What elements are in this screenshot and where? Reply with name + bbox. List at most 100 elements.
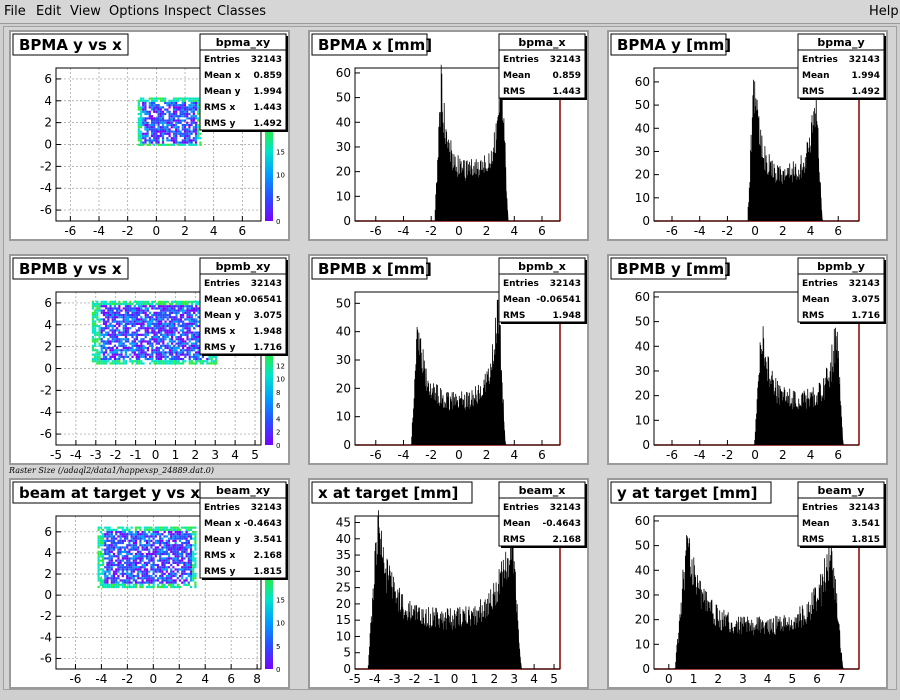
heat-cell: [155, 342, 158, 345]
plot-title: BPMB y vs x: [19, 260, 122, 278]
heat-cell: [192, 106, 195, 109]
heat-cell: [96, 307, 99, 310]
heat-cell: [160, 333, 163, 336]
heat-cell: [149, 324, 152, 328]
heat-cell: [100, 351, 103, 354]
heat-cell: [144, 305, 147, 308]
stats-value-rms: 1.492: [852, 87, 880, 97]
menu-view[interactable]: View: [70, 4, 101, 19]
heat-cell: [189, 577, 193, 580]
heat-cell: [148, 570, 151, 573]
heat-cell: [99, 552, 102, 556]
heat-cell: [124, 360, 128, 363]
heat-cell: [115, 581, 118, 584]
heat-cell: [174, 535, 177, 538]
menu-help[interactable]: Help: [869, 4, 899, 19]
heat-cell: [179, 110, 182, 113]
heat-cell: [108, 577, 111, 580]
heat-cell: [181, 128, 184, 131]
heat-cell: [100, 333, 103, 336]
menu-options[interactable]: Options: [109, 4, 160, 19]
y-tick-label: 40: [635, 339, 650, 353]
heat-cell: [173, 360, 176, 363]
heat-cell: [151, 335, 154, 339]
heat-cell: [135, 322, 139, 325]
heat-cell: [131, 320, 134, 323]
heat-cell: [197, 340, 200, 343]
heat-cell: [164, 97, 167, 100]
y-tick-label: 30: [336, 140, 351, 154]
heat-cell: [159, 99, 162, 102]
heat-cell: [172, 97, 176, 100]
heat-cell: [144, 316, 147, 319]
heat-cell: [109, 333, 112, 336]
heat-cell: [187, 568, 190, 571]
heat-cell: [111, 335, 114, 339]
heat-cell: [134, 585, 138, 589]
heat-cell: [168, 331, 172, 334]
pad-bpma-y[interactable]: -6 -4 -2 0 2 4 6 0 10 20 30 40 50 60 BPMA y [mm] bpma_y…: [607, 30, 888, 241]
pad-beam-xy[interactable]: -6 -4 -2 0 2 4 6 8 -6 -4 -2 0 2 4 6 0 5 10 15 beam at targe…: [9, 478, 290, 689]
heat-cell: [188, 141, 191, 144]
heat-cell: [181, 97, 184, 100]
heat-cell: [177, 355, 180, 358]
pad-beam-x[interactable]: -5 -4 -3 -2 -1 0 1 2 3 4 5 0 5 10 15 20 25 30 35 40 45 x at t…: [308, 478, 589, 689]
pad-bpma-x[interactable]: -6 -4 -2 0 2 4 6 0 10 20 30 40 50 60 BPMA x [mm] bpma_x…: [308, 30, 589, 241]
heat-cell: [189, 552, 193, 556]
menu-file[interactable]: File: [4, 4, 26, 19]
heat-cell: [194, 137, 198, 140]
heat-cell: [97, 528, 100, 531]
heat-cell: [137, 106, 140, 109]
heat-cell: [115, 577, 118, 580]
heat-cell: [140, 340, 143, 343]
heat-cell: [164, 346, 167, 350]
menu-inspect[interactable]: Inspect: [164, 4, 212, 19]
x-tick-label: -5: [349, 672, 361, 686]
heat-cell: [141, 570, 144, 573]
heat-cell: [110, 548, 113, 551]
heat-cell: [101, 585, 105, 589]
y-tick-label: 4: [44, 94, 52, 108]
heat-cell: [116, 333, 119, 336]
pad-bpma-xy[interactable]: -6 -4 -2 0 2 4 6 -6 -4 -2 0 2 4 6 0 5 10 15 BPMA y vs x bpm…: [9, 30, 290, 241]
heat-cell: [115, 541, 118, 545]
heat-cell: [146, 327, 150, 330]
pad-bpmb-xy[interactable]: -5 -4 -3 -2 -1 0 1 2 3 4 5 -6 -4 -2 0 2 4 6 0 2 4 6 8 10 12 BPMB …: [9, 254, 290, 465]
heat-cell: [194, 552, 197, 556]
heat-cell: [104, 557, 107, 560]
z-tick-label: 15: [276, 148, 285, 156]
heat-cell: [150, 121, 154, 124]
heat-cell: [148, 112, 151, 116]
heat-cell: [96, 349, 99, 352]
x-tick-label: 1: [471, 672, 479, 686]
heat-cell: [165, 526, 168, 529]
heat-cell: [172, 585, 175, 589]
stats-label-rms: RMS: [503, 87, 525, 97]
menu-classes[interactable]: Classes: [217, 4, 266, 19]
pad-bpmb-x[interactable]: -6 -4 -2 0 2 4 6 0 10 20 30 40 50 BPMB x [mm] bpmb_x En…: [308, 254, 589, 465]
heat-cell: [142, 108, 145, 111]
heat-cell: [215, 360, 218, 363]
heat-cell: [146, 121, 149, 124]
heat-cell: [100, 305, 103, 308]
heat-cell: [139, 557, 142, 560]
x-tick-label: 2: [779, 224, 787, 238]
heat-cell: [194, 121, 198, 124]
y-tick-label: 40: [336, 325, 351, 339]
heat-cell: [183, 126, 187, 129]
heat-cell: [116, 362, 119, 365]
heat-cell: [135, 349, 139, 352]
pad-bpmb-y[interactable]: -6 -4 -2 0 2 4 6 0 10 20 30 40 50 60 BPMB y [mm] bpmb_y…: [607, 254, 888, 465]
heat-cell: [175, 104, 178, 107]
color-palette: [265, 128, 273, 221]
heat-cell: [101, 579, 105, 582]
stats-value-rmsx: 2.168: [254, 551, 282, 561]
heat-cell: [138, 346, 141, 350]
heat-cell: [181, 108, 184, 111]
heat-cell: [120, 333, 123, 336]
menu-edit[interactable]: Edit: [36, 4, 62, 19]
heat-cell: [159, 112, 162, 116]
heat-cell: [151, 346, 154, 350]
heat-cell: [188, 305, 191, 308]
pad-beam-y[interactable]: 0 1 2 3 4 5 6 7 0 10 20 30 40 50 60 y at target [mm] bea…: [607, 478, 888, 689]
